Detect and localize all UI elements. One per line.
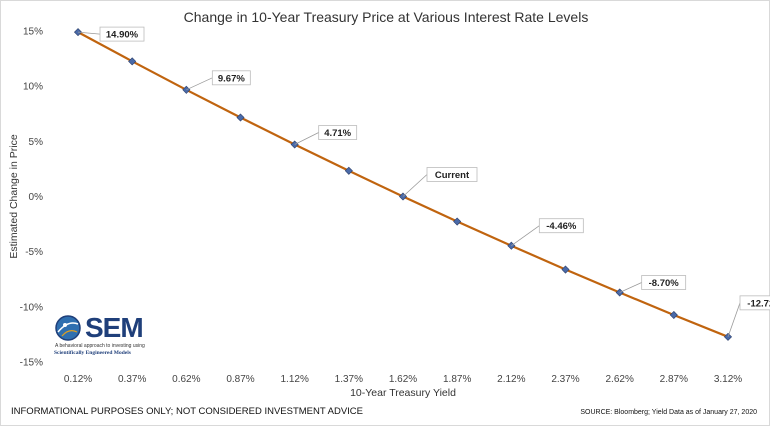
- sem-logo: SEM A behavioral approach to investing u…: [51, 312, 171, 361]
- x-tick-label: 2.62%: [605, 374, 633, 385]
- x-tick-label: 0.87%: [226, 374, 254, 385]
- callout-box: [99, 26, 145, 42]
- callout-box: [211, 70, 251, 86]
- x-tick-label: 2.12%: [497, 374, 525, 385]
- data-label: Current: [435, 170, 470, 181]
- y-tick-label: 0%: [29, 192, 44, 203]
- x-tick-label: 0.12%: [64, 374, 92, 385]
- disclaimer-text: INFORMATIONAL PURPOSES ONLY; NOT CONSIDE…: [11, 406, 363, 417]
- series-line: [77, 31, 729, 338]
- data-point: [128, 57, 137, 66]
- callout-leader: [727, 302, 741, 337]
- callout-box: [739, 295, 770, 311]
- x-tick-label: 1.62%: [389, 374, 417, 385]
- logo-tagline: A behavioral approach to investing using: [55, 343, 145, 349]
- callout-leader: [619, 282, 642, 293]
- callout-leader: [77, 31, 101, 35]
- data-label: 4.71%: [324, 128, 351, 139]
- callout-box: [538, 218, 584, 234]
- callout-leader: [294, 132, 319, 145]
- data-point: [615, 288, 624, 297]
- y-tick-label: -5%: [25, 247, 43, 258]
- y-tick-label: 10%: [23, 82, 43, 93]
- x-tick-label: 0.37%: [118, 374, 146, 385]
- callout-leader: [511, 225, 540, 247]
- y-tick-label: -15%: [20, 358, 43, 369]
- callout-leader: [402, 174, 428, 197]
- x-tick-label: 1.87%: [443, 374, 471, 385]
- data-label: 9.67%: [218, 73, 245, 84]
- x-tick-label: 1.12%: [280, 374, 308, 385]
- data-label: -4.46%: [546, 221, 577, 232]
- logo-subtitle: Scientifically Engineered Models: [54, 350, 131, 356]
- data-label: 14.90%: [106, 30, 139, 41]
- y-tick-label: 15%: [23, 27, 43, 38]
- callout-box: [426, 167, 478, 182]
- globe-icon: [55, 315, 81, 341]
- x-tick-label: 1.37%: [335, 374, 363, 385]
- data-label: -12.72%: [747, 298, 770, 309]
- y-tick-label: 5%: [29, 137, 44, 148]
- logo-wordmark: SEM: [85, 312, 144, 343]
- x-axis-title: 10-Year Treasury Yield: [350, 387, 456, 399]
- data-point: [236, 113, 245, 122]
- callout-box: [641, 275, 687, 290]
- data-point: [507, 241, 516, 250]
- y-axis-title: Estimated Change in Price: [8, 134, 20, 258]
- x-tick-label: 0.62%: [172, 374, 200, 385]
- data-label: -8.70%: [649, 278, 680, 289]
- callout-leader: [186, 77, 213, 91]
- data-point: [669, 310, 678, 320]
- x-tick-label: 2.87%: [660, 374, 688, 385]
- source-text: SOURCE: Bloomberg; Yield Data as of Janu…: [580, 409, 757, 416]
- x-tick-label: 3.12%: [714, 374, 742, 385]
- y-tick-label: -10%: [20, 302, 43, 313]
- data-point: [453, 217, 462, 226]
- chart-title: Change in 10-Year Treasury Price at Vari…: [183, 9, 589, 25]
- callout-box: [318, 125, 358, 140]
- data-point: [561, 265, 570, 274]
- x-tick-label: 2.37%: [551, 374, 579, 385]
- data-point: [344, 166, 353, 175]
